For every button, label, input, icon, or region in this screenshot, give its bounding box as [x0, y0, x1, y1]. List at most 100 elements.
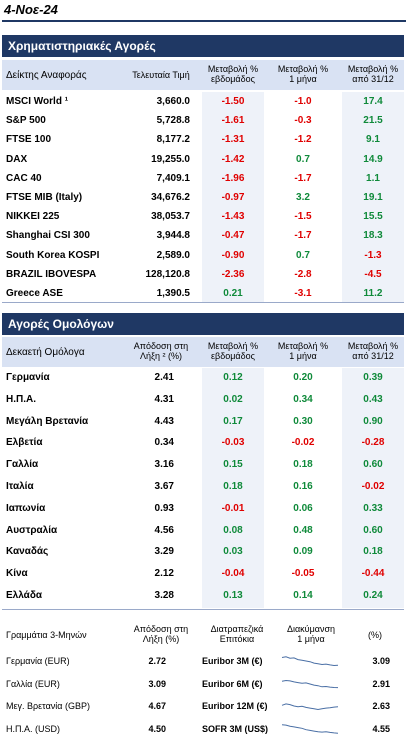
rate-value: 4.55 — [372, 723, 390, 734]
bond-yield: 0.93 — [154, 502, 174, 514]
ytd-change: 0.24 — [363, 590, 383, 601]
col-week: Μεταβολή % εβδομάδος — [207, 341, 259, 361]
ytd-change: 0.60 — [363, 524, 383, 536]
sparkline — [281, 656, 339, 667]
month-change: 0.14 — [293, 590, 313, 601]
col-bill-yield: Απόδοση στη Λήξη (%) — [133, 624, 189, 644]
table-row: Αυστραλία 4.56 0.08 0.48 0.60 — [2, 521, 404, 541]
sparkline — [281, 703, 339, 711]
table-row: CAC 40 7,409.1 -1.96 -1.7 1.1 — [2, 169, 404, 189]
col-rates: Διατραπεζικά Επιτόκια — [210, 624, 264, 644]
bill-yield: 4.67 — [148, 701, 166, 711]
ytd-change: 9.1 — [366, 134, 380, 146]
bond-yield: 3.67 — [154, 481, 174, 492]
col-last: Τελευταία Τιμή — [132, 70, 190, 80]
sparkline-path — [281, 723, 339, 734]
rate-value: 3.09 — [372, 656, 390, 666]
bond-yield: 3.29 — [154, 546, 174, 558]
col-ytd: Μεταβολή % από 31/12 — [347, 341, 399, 361]
col-index: Δείκτης Αναφοράς — [6, 70, 87, 81]
ytd-change: -1.3 — [364, 249, 382, 261]
ytd-change: 1.1 — [366, 172, 380, 184]
ytd-change: 21.5 — [363, 115, 383, 127]
bond-country: Ιταλία — [6, 481, 34, 492]
sparkline — [281, 723, 339, 734]
ytd-change: 0.90 — [363, 415, 383, 427]
bond-country: Κίνα — [6, 568, 28, 580]
index-name: FTSE MIB (Italy) — [6, 192, 83, 203]
month-change: 0.09 — [293, 546, 313, 558]
sparkline — [281, 679, 339, 688]
month-change: -3.1 — [294, 288, 312, 299]
table-row: Κίνα 2.12 -0.04 -0.05 -0.44 — [2, 564, 404, 584]
table-row: South Korea KOSPI 2,589.0 -0.90 0.7 -1.3 — [2, 246, 404, 266]
index-value: 3,944.8 — [156, 230, 190, 242]
table-row: MSCI World ¹ 3,660.0 -1.50 -1.0 17.4 — [2, 92, 404, 112]
bond-yield: 0.34 — [154, 437, 174, 449]
ytd-change: -0.44 — [361, 568, 385, 580]
col-month: Μεταβολή % 1 μήνα — [277, 64, 329, 84]
bond-country: Καναδάς — [6, 546, 49, 558]
ytd-change: 14.9 — [363, 153, 383, 165]
ytd-change: 0.60 — [363, 459, 383, 471]
week-change: -1.96 — [221, 172, 245, 184]
week-change: -0.03 — [221, 437, 245, 449]
index-name: Shanghai CSI 300 — [6, 230, 90, 242]
sparkline-path — [281, 656, 339, 667]
index-name: DAX — [6, 153, 28, 165]
month-change: 0.48 — [293, 524, 313, 536]
month-change: 0.16 — [293, 481, 313, 492]
money-column-header: Γραμμάτια 3-Μηνών Απόδοση στη Λήξη (%) Δι… — [2, 621, 404, 649]
bill-yield: 2.72 — [148, 656, 166, 666]
table-row: Ελλάδα 3.28 0.13 0.14 0.24 — [2, 586, 404, 606]
month-change: 0.18 — [293, 459, 313, 471]
stocks-section-title: Χρηματιστηριακές Αγορές — [2, 35, 404, 57]
month-change: -1.7 — [294, 172, 312, 184]
index-name: Greece ASE — [6, 288, 63, 299]
table-row: Shanghai CSI 300 3,944.8 -0.47 -1.7 18.3 — [2, 226, 404, 246]
week-change: -1.43 — [221, 211, 245, 223]
bond-yield: 3.28 — [154, 590, 174, 601]
bond-yield: 2.41 — [154, 372, 174, 383]
bond-country: Μεγάλη Βρετανία — [6, 415, 89, 427]
week-change: -1.61 — [221, 115, 245, 127]
week-change: -0.97 — [221, 192, 245, 203]
month-change: -1.2 — [294, 134, 312, 146]
bill-country: Μεγ. Βρετανία (GBP) — [6, 701, 90, 711]
week-change: 0.13 — [223, 590, 243, 601]
index-value: 38,053.7 — [151, 211, 190, 223]
month-change: -1.5 — [294, 211, 312, 223]
table-row: Γαλλία (EUR) 3.09 Euribor 6M (€) 2.91 — [2, 674, 404, 694]
table-row: DAX 19,255.0 -1.42 0.7 14.9 — [2, 150, 404, 170]
rate-name: Euribor 3M (€) — [202, 656, 263, 666]
report-date: 4-Νοε-24 — [4, 2, 58, 17]
bond-country: Γαλλία — [6, 459, 39, 471]
week-change: -0.90 — [221, 249, 245, 261]
bond-country: Ελλάδα — [6, 590, 43, 601]
table-row: Μεγ. Βρετανία (GBP) 4.67 Euribor 12M (€) 2.… — [2, 696, 404, 716]
index-value: 5,728.8 — [156, 115, 190, 127]
ytd-change: -0.02 — [361, 481, 385, 492]
index-value: 19,255.0 — [151, 153, 190, 165]
week-change: -0.01 — [221, 502, 245, 514]
week-change: -1.42 — [221, 153, 245, 165]
index-name: South Korea KOSPI — [6, 249, 100, 261]
ytd-change: -4.5 — [364, 268, 382, 280]
ytd-change: 17.4 — [363, 96, 383, 107]
bond-yield: 2.12 — [154, 568, 174, 580]
index-value: 3,660.0 — [156, 96, 190, 107]
rate-value: 2.63 — [372, 701, 390, 711]
week-change: -0.47 — [221, 230, 245, 242]
table-row: Η.Π.Α. 4.31 0.02 0.34 0.43 — [2, 390, 404, 410]
bond-country: Ιαπωνία — [6, 502, 46, 514]
week-change: 0.21 — [223, 288, 243, 299]
bonds-section-title: Αγορές Ομολόγων — [2, 313, 404, 335]
month-change: 0.20 — [293, 372, 313, 383]
col-ytd: Μεταβολή % από 31/12 — [347, 64, 399, 84]
sparkline-path — [281, 679, 339, 688]
table-row: Μεγάλη Βρετανία 4.43 0.17 0.30 0.90 — [2, 412, 404, 432]
index-name: S&P 500 — [6, 115, 46, 127]
col-spark: Διακύμανση 1 μήνα — [286, 624, 336, 644]
ytd-change: 15.5 — [363, 211, 383, 223]
month-change: -1.7 — [294, 230, 312, 242]
